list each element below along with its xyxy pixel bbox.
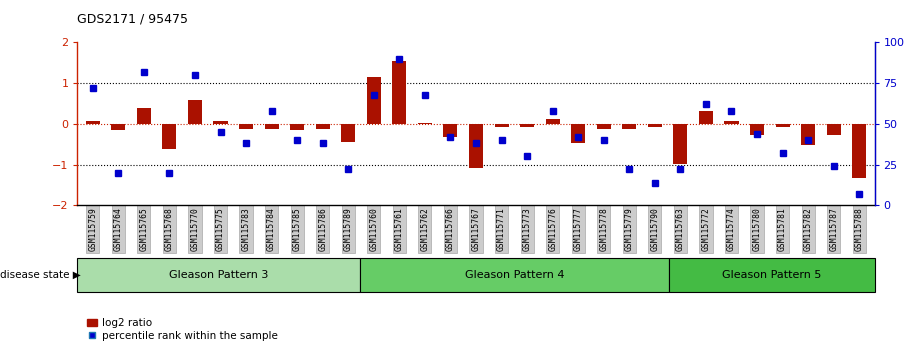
Bar: [137, 108, 151, 124]
Bar: [801, 124, 815, 145]
Bar: [393, 61, 406, 124]
Text: Gleason Pattern 4: Gleason Pattern 4: [465, 270, 564, 280]
Bar: [495, 124, 508, 127]
Bar: [418, 123, 432, 124]
Bar: [673, 124, 688, 164]
Bar: [111, 124, 126, 130]
Bar: [750, 124, 764, 135]
Text: Gleason Pattern 5: Gleason Pattern 5: [722, 270, 822, 280]
Bar: [239, 124, 253, 129]
Bar: [316, 124, 330, 129]
Bar: [724, 121, 739, 124]
Bar: [622, 124, 636, 129]
Bar: [213, 121, 228, 124]
Bar: [775, 124, 790, 127]
Legend: log2 ratio, percentile rank within the sample: log2 ratio, percentile rank within the s…: [83, 314, 282, 345]
Bar: [699, 111, 713, 124]
Bar: [290, 124, 304, 130]
Text: GDS2171 / 95475: GDS2171 / 95475: [77, 12, 189, 25]
Bar: [444, 124, 457, 137]
Bar: [546, 119, 559, 124]
Bar: [852, 124, 866, 178]
Bar: [162, 124, 177, 149]
Bar: [648, 124, 662, 127]
Text: Gleason Pattern 3: Gleason Pattern 3: [169, 270, 269, 280]
Bar: [264, 124, 279, 129]
Bar: [597, 124, 610, 129]
Bar: [571, 124, 585, 143]
Bar: [367, 77, 381, 124]
Bar: [826, 124, 841, 135]
Bar: [342, 124, 355, 142]
Bar: [469, 124, 483, 168]
Bar: [86, 121, 100, 124]
Bar: [188, 100, 202, 124]
Text: disease state ▶: disease state ▶: [0, 270, 81, 280]
Bar: [520, 124, 534, 127]
